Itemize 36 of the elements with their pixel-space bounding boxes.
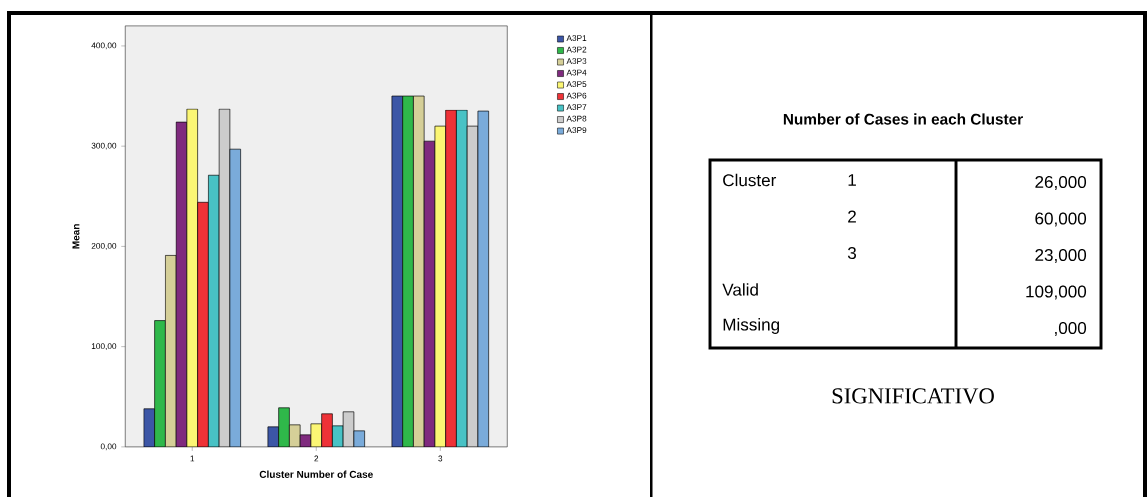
text: Missing <box>723 318 780 334</box>
text: Number of Cases in each Cluster <box>783 113 1023 125</box>
text: SIGNIFICATIVO <box>832 388 994 404</box>
legend-label: A3P4 <box>566 69 587 76</box>
text: Valid <box>722 283 758 296</box>
legend-label: A3P7 <box>566 104 587 111</box>
legend-label: A3P9 <box>566 127 587 134</box>
text: 109,000 <box>1026 285 1087 300</box>
legend-label: A3P8 <box>566 115 587 122</box>
y-tick-label: 100,00 <box>91 343 117 351</box>
legend-label: A3P6 <box>566 92 587 99</box>
text: Cluster <box>723 173 777 187</box>
text: ,000 <box>1055 321 1087 337</box>
x-tick-label: 3 <box>438 455 443 462</box>
y-tick-label: 0,00 <box>100 443 117 451</box>
x-tick-label: 2 <box>314 455 319 462</box>
text: 26,000 <box>1035 175 1087 191</box>
text: 1 <box>848 174 856 186</box>
legend-label: A3P2 <box>566 46 587 53</box>
legend-label: A3P1 <box>566 35 587 41</box>
legend-label: A3P5 <box>566 81 587 88</box>
y-tick-label: 300,00 <box>91 142 117 150</box>
text: 23,000 <box>1035 248 1087 264</box>
y-tick-label: 200,00 <box>91 242 117 250</box>
bar <box>278 407 290 447</box>
bar <box>413 95 425 447</box>
text: 2 <box>848 210 856 223</box>
text: 60,000 <box>1035 212 1087 227</box>
x-tick-label: 1 <box>190 455 195 462</box>
text: 3 <box>847 246 857 260</box>
bar <box>154 320 166 447</box>
y-axis-title: Mean <box>72 224 80 249</box>
bar <box>402 95 414 447</box>
legend-label: A3P3 <box>566 58 587 64</box>
y-tick-label: 400,00 <box>91 42 117 50</box>
x-axis-title: Cluster Number of Case <box>259 470 373 478</box>
